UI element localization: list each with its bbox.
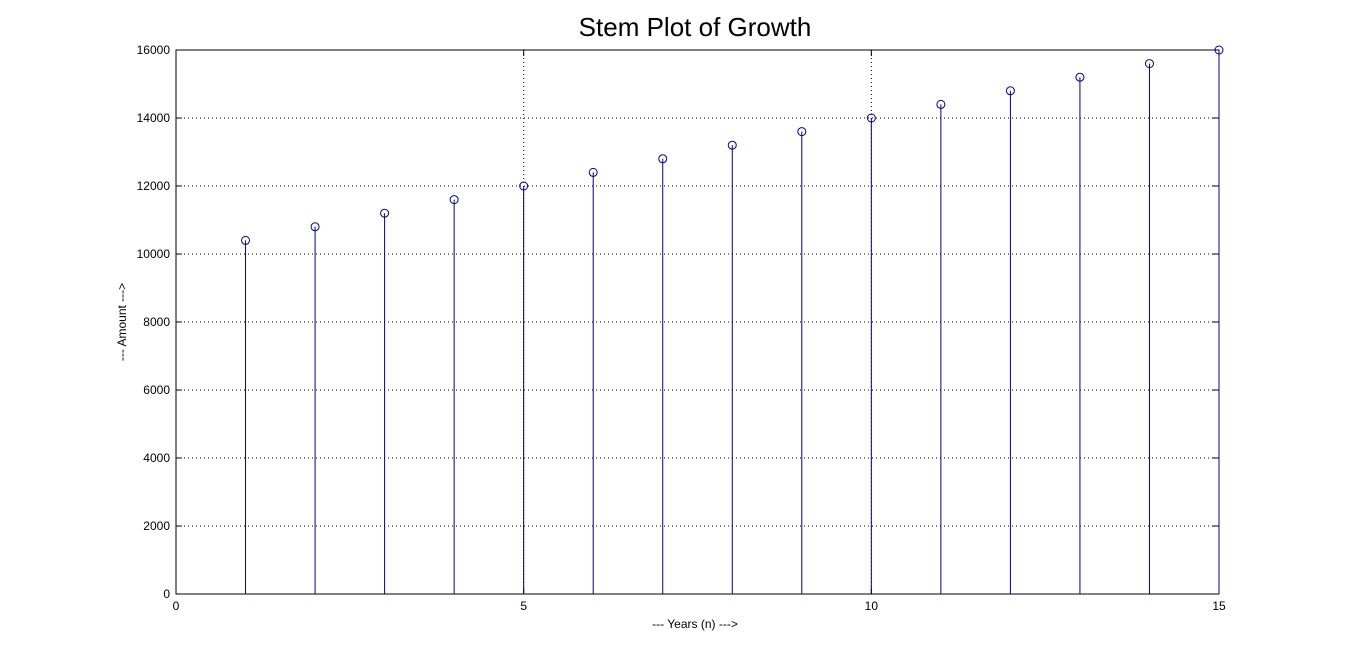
y-tick-label: 4000 <box>143 451 170 465</box>
stem-marker <box>1144 59 1154 69</box>
stem-marker <box>1075 72 1085 82</box>
stem-marker <box>588 167 598 177</box>
y-tick-label: 14000 <box>137 111 171 125</box>
stem-marker <box>380 208 390 218</box>
y-tick-label: 12000 <box>137 179 171 193</box>
y-tick-label: 0 <box>163 587 170 601</box>
x-tick-label: 15 <box>1212 599 1226 613</box>
stem-marker <box>936 99 946 109</box>
stem-marker <box>658 154 668 164</box>
stem-marker <box>797 127 807 137</box>
stem-marker <box>866 113 876 123</box>
stem-marker <box>727 140 737 150</box>
x-tick-label: 10 <box>865 599 879 613</box>
stem-marker <box>449 195 459 205</box>
x-tick-label: 0 <box>173 599 180 613</box>
y-axis-label: --- Amount ---> <box>115 283 129 361</box>
x-axis-label: --- Years (n) ---> <box>652 617 738 631</box>
stem-marker <box>1214 45 1224 55</box>
y-tick-label: 10000 <box>137 247 171 261</box>
stem-marker <box>519 181 529 191</box>
stem-marker <box>310 222 320 232</box>
stem-marker <box>241 235 251 245</box>
y-tick-label: 8000 <box>143 315 170 329</box>
y-tick-label: 2000 <box>143 519 170 533</box>
x-tick-label: 5 <box>520 599 527 613</box>
stem-marker <box>1005 86 1015 96</box>
chart-title: Stem Plot of Growth <box>579 12 812 42</box>
y-tick-label: 6000 <box>143 383 170 397</box>
plot-area: 0 2000 4000 6000 8000 10000 12000 14000 16000 0 5 1… <box>137 43 1226 613</box>
y-tick-label: 16000 <box>137 43 171 57</box>
